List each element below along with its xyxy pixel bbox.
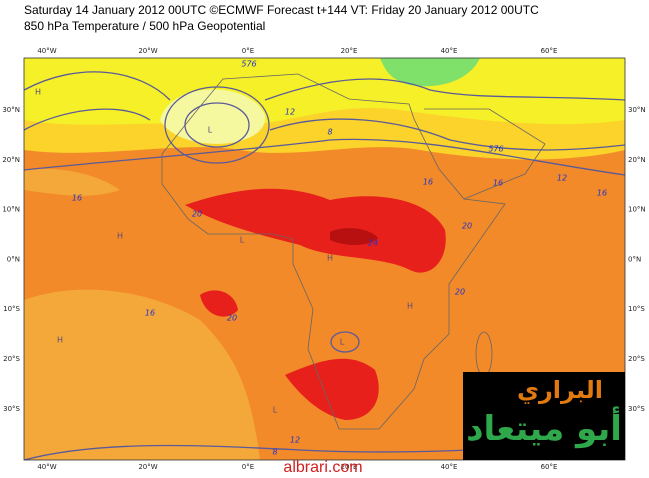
pressure-symbol: H bbox=[57, 336, 63, 345]
lat-label: 30°S bbox=[3, 405, 20, 413]
lon-label: 20°W bbox=[138, 47, 157, 55]
lat-label: 0°N bbox=[628, 255, 641, 263]
contour-label: 20 bbox=[227, 314, 237, 323]
lon-label: 20°E bbox=[341, 463, 358, 471]
contour-label: 20 bbox=[455, 288, 465, 297]
contour-label: 12 bbox=[285, 108, 295, 117]
pressure-symbol: H bbox=[327, 254, 333, 263]
pressure-symbol: L bbox=[273, 406, 278, 415]
lon-label: 60°E bbox=[541, 47, 558, 55]
contour-label: 12 bbox=[557, 174, 567, 183]
site-url: albrari.com bbox=[283, 459, 362, 476]
pressure-symbol: L bbox=[240, 236, 245, 245]
pressure-symbol: L bbox=[340, 338, 345, 347]
contour-label: 16 bbox=[145, 309, 155, 318]
pressure-symbol: H bbox=[117, 232, 123, 241]
contour-label: 576 bbox=[241, 60, 256, 69]
lat-label: 30°N bbox=[628, 106, 646, 114]
lon-label: 40°E bbox=[441, 47, 458, 55]
header-line: Saturday 14 January 2012 00UTC ©ECMWF Fo… bbox=[24, 3, 539, 17]
lon-label: 0°E bbox=[242, 463, 254, 471]
logo-box bbox=[463, 372, 625, 460]
lon-label: 60°E bbox=[541, 463, 558, 471]
lat-label: 0°N bbox=[7, 255, 20, 263]
lon-label: 40°W bbox=[37, 463, 56, 471]
contour-label: 8 bbox=[272, 448, 277, 457]
contour-label: 16 bbox=[597, 189, 607, 198]
contour-label: 12 bbox=[290, 436, 300, 445]
pressure-symbol: L bbox=[208, 126, 213, 135]
lat-label: 10°S bbox=[3, 305, 20, 313]
pressure-symbol: H bbox=[35, 88, 41, 97]
lon-label: 20°E bbox=[341, 47, 358, 55]
logo-text: أبو ميتعاد bbox=[466, 406, 622, 449]
contour-label: 24 bbox=[368, 239, 378, 248]
lat-label: 30°N bbox=[2, 106, 20, 114]
lat-label: 30°S bbox=[628, 405, 645, 413]
contour-label: 16 bbox=[72, 194, 82, 203]
logo-text: البراري bbox=[517, 376, 603, 404]
contour-label: 20 bbox=[462, 222, 472, 231]
contour-label: 16 bbox=[423, 178, 433, 187]
lon-labels: 40°W 20°W 0°E 20°E 40°E 60°E 40°W 20°W 0… bbox=[37, 47, 557, 471]
lon-label: 0°E bbox=[242, 47, 254, 55]
map: 576 12 8 16 20 24 20 20 16 20 16 16 576 … bbox=[24, 58, 625, 460]
lat-label: 20°S bbox=[3, 355, 20, 363]
pressure-symbol: H bbox=[407, 302, 413, 311]
lat-label: 10°S bbox=[628, 305, 645, 313]
lat-label: 20°S bbox=[628, 355, 645, 363]
contour-label: 16 bbox=[493, 179, 503, 188]
lon-label: 40°W bbox=[37, 47, 56, 55]
map-frame bbox=[23, 57, 626, 461]
contour-label: 8 bbox=[327, 128, 332, 137]
lat-label: 10°N bbox=[628, 206, 646, 214]
lat-label: 10°N bbox=[2, 206, 20, 214]
lon-label: 20°W bbox=[138, 463, 157, 471]
lon-label: 40°E bbox=[441, 463, 458, 471]
contour-label: 576 bbox=[488, 145, 503, 154]
lat-label: 20°N bbox=[628, 156, 646, 164]
lat-labels: 30°N 30°N 20°N 20°N 10°N 10°N 0°N 0°N 10°S 10°S 20… bbox=[2, 106, 645, 413]
contour-label: 20 bbox=[192, 210, 202, 219]
lat-label: 20°N bbox=[2, 156, 20, 164]
header-line: 850 hPa Temperature / 500 hPa Geopotenti… bbox=[24, 19, 265, 33]
